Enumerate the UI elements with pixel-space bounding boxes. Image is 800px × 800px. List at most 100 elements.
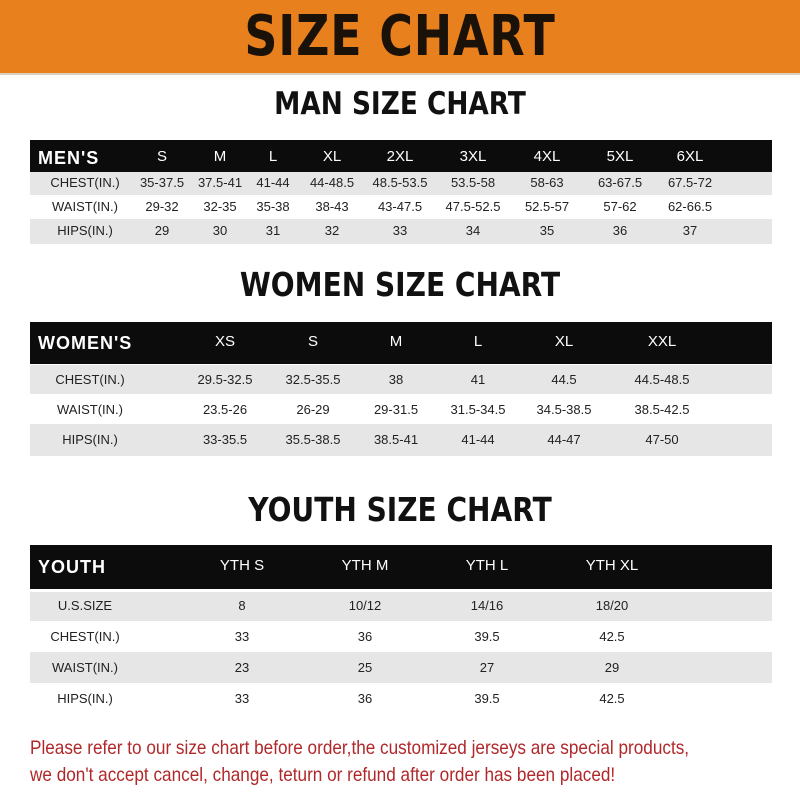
women-size-table: WOMEN'S XS S M L XL XXL CHEST(IN.) 29.5-32.5 32.5… (30, 322, 772, 456)
table-title-cell: MEN'S (38, 148, 100, 168)
measurement-label: CHEST(IN.) (50, 629, 120, 644)
table-row: HIPS(IN.) 33 36 39.5 42.5 (30, 683, 772, 716)
table-cell: 18/20 (595, 598, 629, 613)
measurement-label: HIPS(IN.) (62, 432, 118, 447)
size-header-cell: YTH XL (585, 557, 639, 574)
table-cell: 53.5-58 (450, 175, 496, 190)
size-header-cell: 6XL (676, 148, 704, 165)
table-cell: 38.5-42.5 (634, 402, 690, 417)
table-cell: 37 (682, 223, 698, 238)
table-cell: 27 (479, 660, 495, 675)
table-cell: 10/12 (348, 598, 382, 613)
table-cell: 37.5-41 (197, 175, 243, 190)
table-cell: 30 (212, 223, 228, 238)
table-header-row: YOUTH YTH S YTH M YTH L YTH XL (30, 545, 772, 589)
table-row: CHEST(IN.) 29.5-32.5 32.5-35.5 38 41 44.5 44.5… (30, 365, 772, 394)
table-cell: 35-37.5 (139, 175, 185, 190)
size-header-cell: S (156, 148, 168, 165)
men-section-title: MAN SIZE CHART (274, 86, 526, 122)
table-cell: 52.5-57 (524, 199, 570, 214)
table-row: CHEST(IN.) 33 36 39.5 42.5 (30, 621, 772, 652)
table-cell: 29 (604, 660, 620, 675)
measurement-label: HIPS(IN.) (57, 223, 113, 238)
size-header-cell: 5XL (606, 148, 634, 165)
table-cell: 44.5 (551, 372, 577, 387)
size-header-cell: L (473, 333, 483, 350)
table-cell: 35 (539, 223, 555, 238)
table-cell: 48.5-53.5 (372, 175, 428, 190)
notice-line-2: we don't accept cancel, change, teturn o… (30, 764, 616, 786)
measurement-label: WAIST(IN.) (52, 199, 118, 214)
table-cell: 32.5-35.5 (285, 372, 341, 387)
table-cell: 36 (612, 223, 628, 238)
size-header-cell: XL (554, 333, 574, 350)
measurement-label: WAIST(IN.) (52, 660, 118, 675)
table-cell: 33 (234, 629, 250, 644)
table-cell: 62-66.5 (667, 199, 713, 214)
table-cell: 39.5 (474, 691, 500, 706)
size-header-cell: YTH L (465, 557, 509, 574)
table-cell: 36 (357, 629, 373, 644)
table-cell: 41-44 (256, 175, 290, 190)
measurement-label: CHEST(IN.) (55, 372, 125, 387)
table-cell: 44-48.5 (309, 175, 355, 190)
youth-size-table: YOUTH YTH S YTH M YTH L YTH XL U.S.SIZE 8 10/12… (30, 545, 772, 720)
size-header-cell: M (213, 148, 227, 165)
table-cell: 25 (357, 660, 373, 675)
table-cell: 41-44 (461, 432, 495, 447)
table-cell: 57-62 (603, 199, 637, 214)
table-cell: 34 (465, 223, 481, 238)
measurement-label: HIPS(IN.) (57, 691, 113, 706)
table-cell: 14/16 (470, 598, 504, 613)
table-cell: 29-32 (145, 199, 179, 214)
table-cell: 26-29 (296, 402, 330, 417)
table-row: HIPS(IN.) 29 30 31 32 33 34 35 36 37 (30, 219, 772, 244)
table-cell: 41 (470, 372, 486, 387)
women-section-title: WOMEN SIZE CHART (239, 265, 561, 304)
table-cell: 47.5-52.5 (445, 199, 501, 214)
table-cell: 67.5-72 (667, 175, 713, 190)
size-header-cell: S (307, 333, 319, 350)
table-cell: 33 (392, 223, 408, 238)
table-cell: 8 (238, 598, 246, 613)
size-header-cell: M (389, 333, 403, 350)
table-cell: 43-47.5 (377, 199, 423, 214)
table-row: WAIST(IN.) 29-32 32-35 35-38 38-43 43-47.5 47.… (30, 195, 772, 219)
youth-section-title: YOUTH SIZE CHART (248, 490, 552, 529)
table-cell: 31.5-34.5 (450, 402, 506, 417)
table-cell: 35-38 (256, 199, 290, 214)
table-cell: 44-47 (547, 432, 581, 447)
table-cell: 23 (234, 660, 250, 675)
table-cell: 42.5 (599, 629, 625, 644)
size-header-cell: 4XL (533, 148, 561, 165)
table-cell: 23.5-26 (202, 402, 248, 417)
table-cell: 38 (388, 372, 404, 387)
size-header-cell: XS (214, 333, 236, 350)
table-cell: 58-63 (530, 175, 564, 190)
table-cell: 29-31.5 (373, 402, 419, 417)
table-cell: 47-50 (645, 432, 679, 447)
table-cell: 33-35.5 (202, 432, 248, 447)
table-title-cell: WOMEN'S (38, 333, 133, 353)
size-header-cell: 2XL (386, 148, 414, 165)
table-cell: 31 (265, 223, 281, 238)
title-banner: SIZE CHART (0, 0, 800, 75)
page-title: SIZE CHART (244, 4, 556, 69)
size-header-cell: XXL (647, 333, 677, 350)
table-cell: 42.5 (599, 691, 625, 706)
table-cell: 63-67.5 (597, 175, 643, 190)
table-row: CHEST(IN.) 35-37.5 37.5-41 41-44 44-48.5 48.5… (30, 172, 772, 195)
table-cell: 36 (357, 691, 373, 706)
table-cell: 38.5-41 (373, 432, 419, 447)
table-cell: 44.5-48.5 (634, 372, 690, 387)
size-header-cell: XL (322, 148, 342, 165)
table-cell: 34.5-38.5 (536, 402, 592, 417)
table-row: HIPS(IN.) 33-35.5 35.5-38.5 38.5-41 41-44 44-… (30, 424, 772, 456)
measurement-label: WAIST(IN.) (57, 402, 123, 417)
size-header-cell: YTH M (341, 557, 389, 574)
size-header-cell: L (268, 148, 278, 165)
table-cell: 32-35 (203, 199, 237, 214)
table-cell: 35.5-38.5 (285, 432, 341, 447)
table-row: U.S.SIZE 8 10/12 14/16 18/20 (30, 592, 772, 621)
measurement-label: CHEST(IN.) (50, 175, 120, 190)
